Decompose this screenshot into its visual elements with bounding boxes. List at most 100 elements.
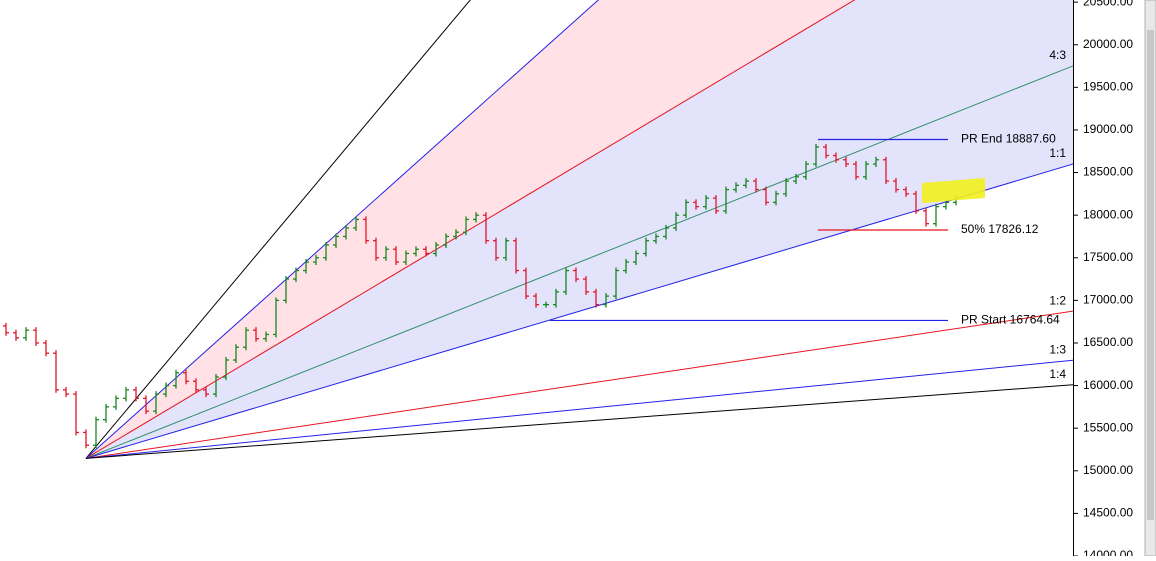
price-bar xyxy=(253,327,259,342)
scrollbar-thumb[interactable] xyxy=(1147,30,1154,520)
price-bar xyxy=(43,339,49,357)
price-bar xyxy=(713,195,719,214)
price-bar xyxy=(653,233,659,244)
price-bar xyxy=(273,297,279,338)
price-bar xyxy=(933,203,939,227)
price-bar xyxy=(13,329,19,341)
price-bar xyxy=(793,173,799,185)
price-bar xyxy=(843,156,849,168)
y-tick-label: 14000.00 xyxy=(1083,548,1133,556)
fan-line xyxy=(85,384,1073,459)
fan-label: 1:4 xyxy=(1049,367,1066,381)
price-bar xyxy=(123,386,129,402)
price-bar xyxy=(23,327,29,341)
price-bar xyxy=(823,143,829,159)
price-bar xyxy=(623,259,629,274)
y-tick-label: 17500.00 xyxy=(1083,250,1133,264)
price-bar xyxy=(403,250,409,266)
fan-line xyxy=(85,163,1073,459)
price-bar xyxy=(503,237,509,261)
price-bar xyxy=(433,241,439,257)
price-bar xyxy=(803,161,809,180)
price-bar xyxy=(333,233,339,248)
price-bar xyxy=(533,293,539,308)
y-tick-label: 18000.00 xyxy=(1083,207,1133,221)
price-bar xyxy=(343,224,349,240)
price-bar xyxy=(493,237,499,261)
price-bar xyxy=(3,322,9,336)
price-bar xyxy=(543,301,549,308)
level-label: PR End 18887.60 xyxy=(961,132,1056,146)
y-tick-label: 15500.00 xyxy=(1083,420,1133,434)
price-bar xyxy=(913,190,919,214)
price-bar xyxy=(723,186,729,214)
price-bar xyxy=(693,199,699,210)
fan-label: 1:1 xyxy=(1049,146,1066,160)
price-bar xyxy=(53,350,59,393)
price-bar xyxy=(103,403,109,423)
price-bar xyxy=(753,178,759,193)
price-bars xyxy=(3,143,959,449)
y-tick-label: 17000.00 xyxy=(1083,293,1133,307)
fan-line xyxy=(85,0,600,459)
price-bar xyxy=(323,241,329,261)
price-bar xyxy=(413,246,419,257)
price-bar xyxy=(463,216,469,236)
price-bar xyxy=(473,212,479,223)
price-bar xyxy=(643,237,649,257)
price-bar xyxy=(63,386,69,398)
price-bar xyxy=(833,152,839,163)
price-bar xyxy=(33,327,39,346)
price-bar xyxy=(603,293,609,308)
y-axis-background xyxy=(1073,0,1145,556)
price-bar xyxy=(183,369,189,385)
price-bar xyxy=(863,161,869,180)
fan-line xyxy=(85,0,856,459)
y-tick-label: 15000.00 xyxy=(1083,463,1133,477)
price-bar xyxy=(683,199,689,219)
price-bar xyxy=(263,331,269,342)
price-bar xyxy=(373,237,379,261)
price-bar xyxy=(283,276,289,304)
price-bar xyxy=(853,161,859,180)
price-bar xyxy=(313,254,319,266)
price-bar xyxy=(423,246,429,257)
y-tick-label: 16500.00 xyxy=(1083,335,1133,349)
highlight xyxy=(922,178,985,203)
price-bar xyxy=(743,178,749,189)
price-bar xyxy=(213,374,219,398)
price-bar xyxy=(893,178,899,193)
price-bar xyxy=(633,250,639,266)
price-bar xyxy=(243,327,249,351)
level-label: 50% 17826.12 xyxy=(961,222,1039,236)
fan-label: 4:3 xyxy=(1049,48,1066,62)
price-bar xyxy=(513,237,519,274)
price-bar xyxy=(353,216,359,231)
price-bar xyxy=(523,267,529,300)
price-bar xyxy=(763,186,769,206)
price-bar xyxy=(573,267,579,283)
price-bar xyxy=(613,267,619,300)
fan-label: 1:3 xyxy=(1049,342,1066,356)
fan-label: 1:2 xyxy=(1049,293,1066,307)
price-bar xyxy=(673,212,679,231)
price-bar xyxy=(143,395,149,415)
price-bar xyxy=(883,156,889,185)
fan-line xyxy=(85,310,1073,459)
price-bar xyxy=(453,229,459,240)
price-bar xyxy=(83,429,89,449)
level-label: PR Start 16764.64 xyxy=(961,313,1060,327)
price-bar xyxy=(233,344,239,364)
price-bar xyxy=(443,233,449,248)
price-bar xyxy=(293,267,299,283)
price-bar xyxy=(873,156,879,168)
price-bar xyxy=(223,357,229,381)
price-bar xyxy=(663,224,669,240)
price-bar xyxy=(923,207,929,227)
y-tick-label: 19000.00 xyxy=(1083,122,1133,136)
price-bar xyxy=(133,386,139,402)
price-bar xyxy=(203,386,209,398)
price-bar xyxy=(193,378,199,393)
